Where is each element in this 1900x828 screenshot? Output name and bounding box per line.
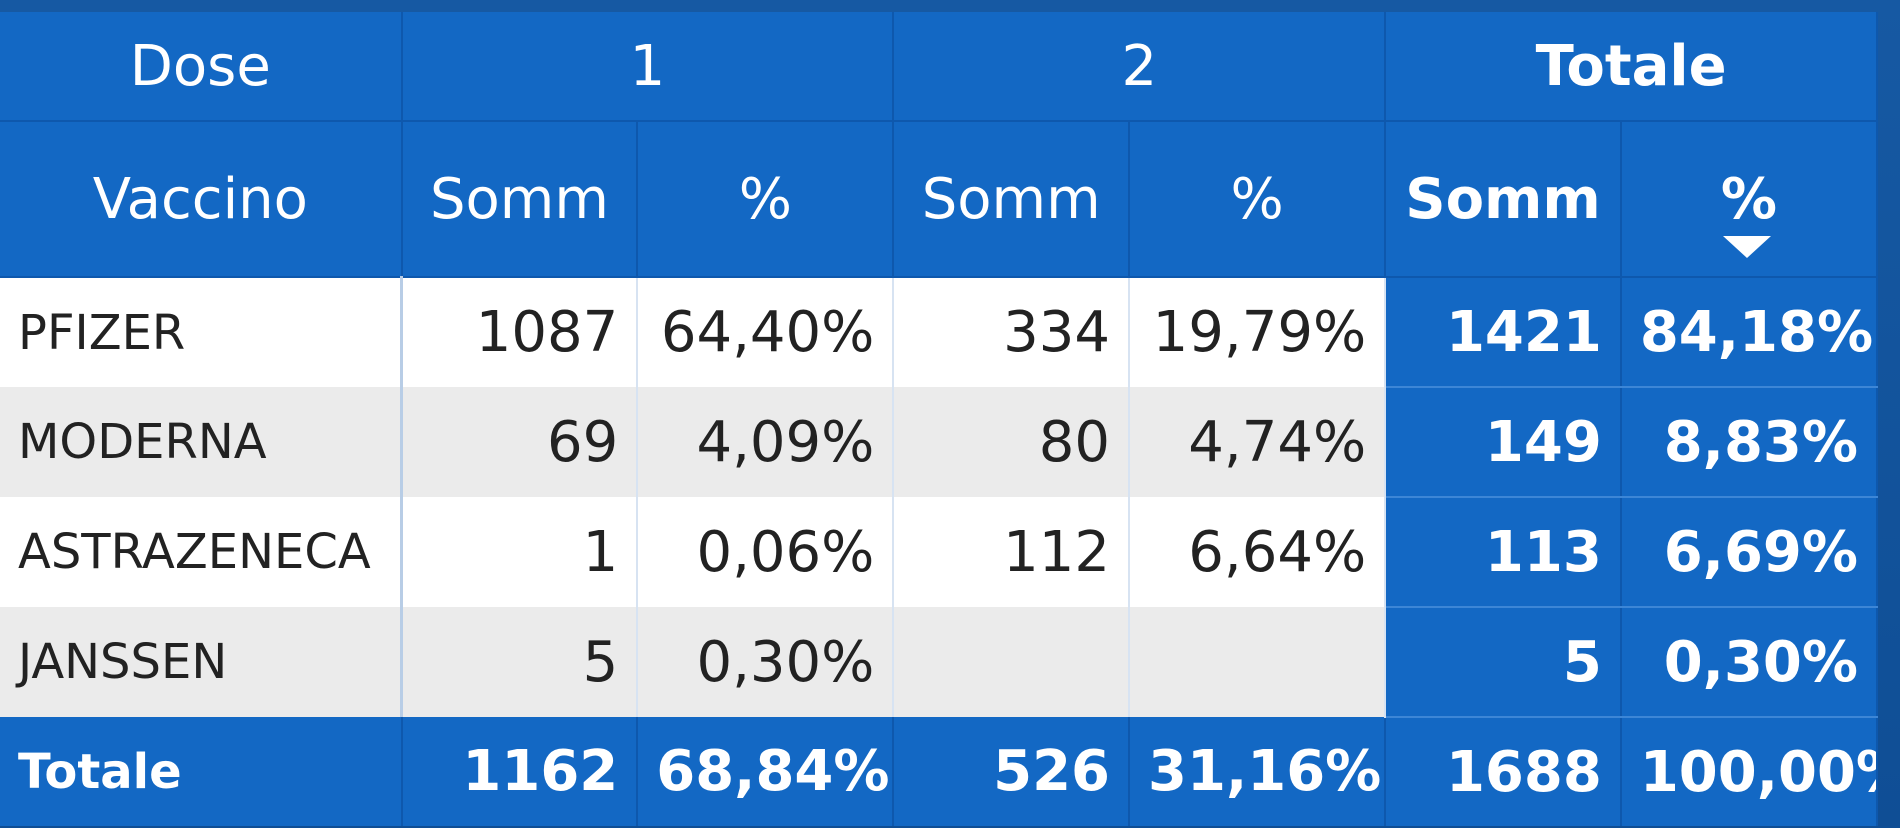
cell-tot-somm: 149 [1385,387,1622,498]
cell-tot-somm: 1421 [1385,277,1622,388]
grand-total-row: Totale 1162 68,84% 526 31,16% 1688 100,0… [0,717,1879,826]
table-row[interactable]: PFIZER 1087 64,40% 334 19,79% 1421 84,18… [0,277,1879,388]
column-group-header-row: Dose 1 2 Totale [0,12,1878,122]
col-header-d1-somm[interactable]: Somm [401,121,639,278]
col-header-tot-pct[interactable]: % [1620,121,1879,278]
total-d2-pct: 31,16% [1129,717,1387,826]
cell-d1-pct: 64,40% [637,277,895,387]
cell-d2-pct [1129,607,1387,717]
sort-descending-icon[interactable] [1722,236,1771,258]
column-header-row: Vaccino Somm % Somm % Somm % [0,121,1879,278]
cell-d1-somm: 69 [401,387,639,497]
group-header-totale[interactable]: Totale [1385,12,1878,122]
cell-d2-somm [893,607,1131,717]
col-header-tot-somm[interactable]: Somm [1385,121,1622,278]
cell-d2-pct: 6,64% [1129,497,1387,607]
cell-d1-pct: 4,09% [637,387,895,497]
cell-d1-pct: 0,30% [637,607,895,717]
col-header-d2-pct[interactable]: % [1129,121,1387,278]
col-header-d2-somm[interactable]: Somm [893,121,1131,278]
group-header-dose-2[interactable]: 2 [893,12,1387,122]
vaccino-field-header[interactable]: Vaccino [0,121,403,278]
row-label: PFIZER [0,277,404,387]
cell-d1-somm: 1087 [401,277,639,387]
total-tot-somm: 1688 [1385,717,1622,826]
total-tot-pct: 100,00% [1620,717,1879,826]
dose-field-header[interactable]: Dose [0,12,403,122]
table-row[interactable]: JANSSEN 5 0,30% 5 0,30% [0,607,1879,718]
cell-d2-somm: 334 [893,277,1131,387]
cell-tot-pct: 0,30% [1620,607,1879,718]
cell-d1-somm: 5 [401,607,639,717]
cell-d1-pct: 0,06% [637,497,895,607]
cell-d1-somm: 1 [401,497,639,607]
table-row[interactable]: ASTRAZENECA 1 0,06% 112 6,64% 113 6,69% [0,497,1879,608]
group-header-dose-1[interactable]: 1 [401,12,895,122]
cell-tot-pct: 6,69% [1620,497,1879,608]
cell-d2-somm: 112 [893,497,1131,607]
total-row-label: Totale [0,717,403,826]
cell-tot-pct: 8,83% [1620,387,1879,498]
total-d2-somm: 526 [893,717,1131,826]
cell-tot-pct: 84,18% [1620,277,1879,388]
col-header-tot-pct-label: % [1720,166,1777,232]
row-label: MODERNA [0,387,404,497]
cell-tot-somm: 113 [1385,497,1622,608]
table-row[interactable]: MODERNA 69 4,09% 80 4,74% 149 8,83% [0,387,1879,498]
cell-d2-pct: 4,74% [1129,387,1387,497]
cell-d2-somm: 80 [893,387,1131,497]
cell-d2-pct: 19,79% [1129,277,1387,387]
cell-tot-somm: 5 [1385,607,1622,718]
total-d1-pct: 68,84% [637,717,895,826]
row-label: ASTRAZENECA [0,497,404,607]
col-header-d1-pct[interactable]: % [637,121,895,278]
row-label: JANSSEN [0,607,404,717]
vaccine-matrix-table: Dose 1 2 Totale Vaccino Somm % Somm % So… [0,12,1879,826]
total-d1-somm: 1162 [401,717,639,826]
